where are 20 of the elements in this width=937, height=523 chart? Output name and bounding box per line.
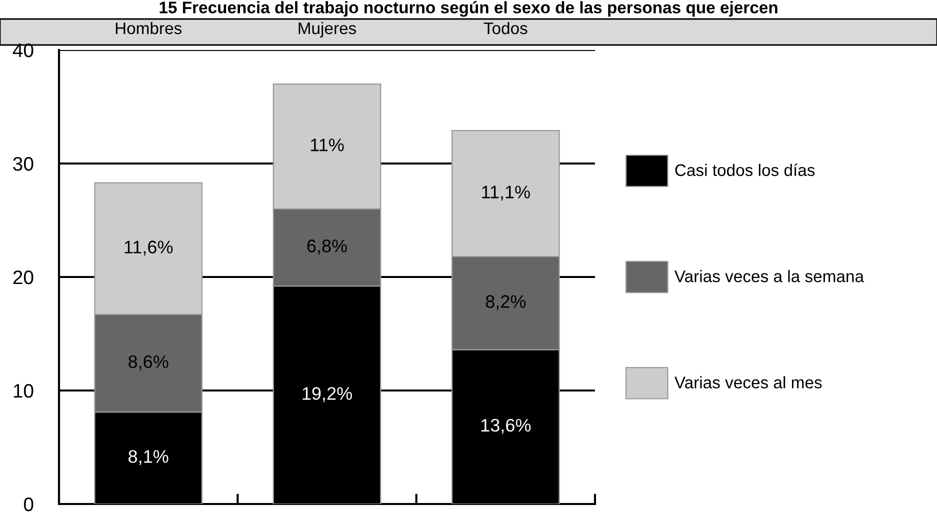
- x-tick-label: Todos: [484, 22, 528, 34]
- data-label: 11%: [310, 138, 344, 152]
- data-label: 11,6%: [124, 240, 173, 256]
- data-label: 11,1%: [482, 186, 530, 201]
- y-tick-label: 30: [13, 156, 34, 171]
- data-label: 13,6%: [481, 418, 531, 434]
- data-label: 6,8%: [307, 240, 347, 254]
- chart-title: 15 Frecuencia del trabajo nocturno según el sexo de las personas que ejercen: [160, 1, 778, 17]
- data-label: 8,6%: [128, 355, 168, 370]
- data-label: 19,2%: [302, 387, 352, 402]
- data-label: 8,2%: [486, 295, 526, 310]
- y-tick-label: 20: [13, 270, 34, 284]
- legend-label: Casi todos los días: [675, 164, 815, 176]
- legend-label: Varias veces al mes: [674, 376, 822, 388]
- x-tick-label: Mujeres: [298, 22, 356, 38]
- x-tick-label: Hombres: [116, 22, 182, 34]
- data-label: 8,1%: [128, 450, 168, 466]
- legend-label: Varias veces a la semana: [674, 270, 864, 282]
- y-tick-label: 10: [14, 384, 34, 398]
- y-tick-label: 0: [24, 497, 34, 512]
